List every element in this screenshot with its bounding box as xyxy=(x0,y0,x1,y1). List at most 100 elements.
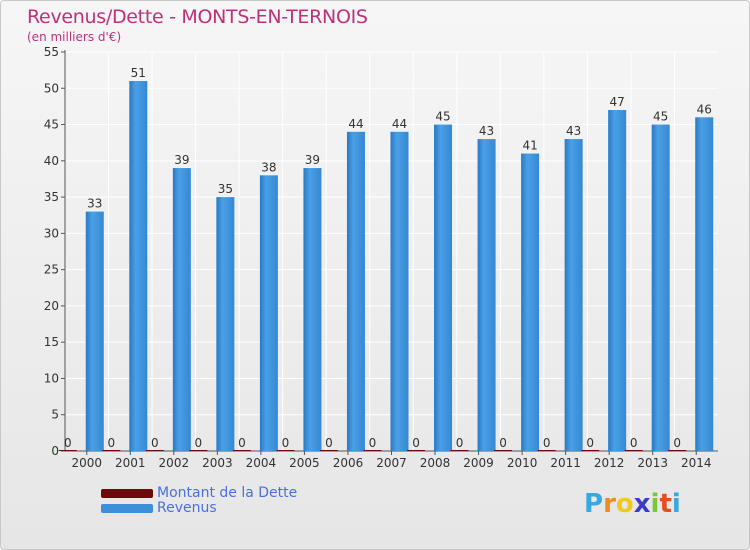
y-tick-label: 10 xyxy=(44,371,59,385)
data-labels: 0 33 0 51 0 39 0 35 0 38 0 39 0 44 0 44 0 45 0 43 0 41 0 43 0 47 0… xyxy=(64,66,712,450)
bar-revenus xyxy=(216,197,235,451)
y-tick-label: 55 xyxy=(44,45,59,59)
data-label-dette: 0 xyxy=(64,436,72,450)
y-tick-label: 30 xyxy=(44,226,59,240)
bar-dette xyxy=(494,450,513,451)
data-label-revenus: 44 xyxy=(392,117,407,131)
data-label-dette: 0 xyxy=(412,436,420,450)
data-label-revenus: 38 xyxy=(261,160,276,174)
bar-dette xyxy=(232,450,251,451)
y-tick-label: 50 xyxy=(44,81,59,95)
data-label-dette: 0 xyxy=(369,436,377,450)
data-label-revenus: 46 xyxy=(697,102,712,116)
logo-letter: o xyxy=(615,489,634,519)
bar-dette xyxy=(189,450,208,451)
proxiti-logo: Proxiti xyxy=(584,489,681,519)
data-label-revenus: 51 xyxy=(131,66,146,80)
bar-revenus xyxy=(608,110,627,451)
bar-revenus xyxy=(695,117,714,452)
logo-letter: P xyxy=(584,489,604,519)
bar-revenus xyxy=(303,168,322,451)
x-tick-label: 2006 xyxy=(333,456,364,470)
x-tick-label: 2012 xyxy=(594,456,625,470)
bar-revenus xyxy=(434,124,453,451)
data-label-revenus: 41 xyxy=(522,139,537,153)
y-tick-label: 45 xyxy=(44,118,59,132)
logo-letter: t xyxy=(659,489,672,519)
bar-dette xyxy=(624,450,643,451)
y-tick-label: 35 xyxy=(44,190,59,204)
y-tick-label: 15 xyxy=(44,335,59,349)
x-tick-label: 2002 xyxy=(159,456,190,470)
x-tick-label: 2010 xyxy=(507,456,538,470)
x-tick-label: 2007 xyxy=(376,456,407,470)
chart-subtitle: (en milliers d'€) xyxy=(27,30,122,44)
data-label-dette: 0 xyxy=(456,436,464,450)
bar-dette xyxy=(145,450,164,451)
data-label-revenus: 43 xyxy=(566,124,581,138)
data-label-revenus: 43 xyxy=(479,124,494,138)
data-label-revenus: 35 xyxy=(218,182,233,196)
bar-revenus xyxy=(564,139,583,451)
bar-revenus xyxy=(172,168,191,451)
data-label-revenus: 39 xyxy=(305,153,320,167)
logo-letter: r xyxy=(603,489,616,519)
data-label-dette: 0 xyxy=(586,436,594,450)
y-tick-label: 40 xyxy=(44,154,59,168)
bar-dette xyxy=(363,450,382,451)
x-tick-label: 2005 xyxy=(289,456,320,470)
x-tick-label: 2003 xyxy=(202,456,233,470)
bar-revenus xyxy=(390,131,409,452)
data-label-dette: 0 xyxy=(282,436,290,450)
bar-revenus xyxy=(521,153,540,451)
data-label-dette: 0 xyxy=(151,436,159,450)
data-label-dette: 0 xyxy=(543,436,551,450)
data-label-revenus: 39 xyxy=(174,153,189,167)
data-label-revenus: 47 xyxy=(610,95,625,109)
logo-letter: i xyxy=(671,489,681,519)
x-tick-label: 2014 xyxy=(681,456,712,470)
bar-dette xyxy=(407,450,426,451)
x-tick-label: 2011 xyxy=(550,456,581,470)
data-label-dette: 0 xyxy=(630,436,638,450)
legend-swatch-dette xyxy=(101,489,153,498)
chart-title: Revenus/Dette - MONTS-EN-TERNOIS xyxy=(27,6,368,28)
logo-letter: x xyxy=(633,489,651,519)
data-label-dette: 0 xyxy=(673,436,681,450)
bar-dette xyxy=(450,450,469,451)
bar-revenus xyxy=(85,211,104,451)
data-label-revenus: 45 xyxy=(653,110,668,124)
x-tick-label: 2004 xyxy=(246,456,277,470)
x-tick-label: 2001 xyxy=(115,456,146,470)
data-label-dette: 0 xyxy=(107,436,115,450)
bar-dette xyxy=(668,450,687,451)
bar-dette xyxy=(276,450,295,451)
bar-revenus xyxy=(651,124,670,451)
bar-revenus xyxy=(259,175,278,451)
data-label-dette: 0 xyxy=(325,436,333,450)
bar-revenus xyxy=(129,81,148,451)
x-tick-label: 2008 xyxy=(420,456,451,470)
bar-dette xyxy=(102,450,121,451)
bar-dette xyxy=(58,450,77,451)
bar-dette xyxy=(319,450,338,451)
data-label-dette: 0 xyxy=(238,436,246,450)
y-tick-label: 25 xyxy=(44,263,59,277)
data-label-revenus: 45 xyxy=(435,110,450,124)
bars xyxy=(58,81,714,452)
y-tick-label: 20 xyxy=(44,299,59,313)
legend-label-dette: Montant de la Dette xyxy=(157,485,298,501)
legend-swatch-revenus xyxy=(101,504,153,513)
x-tick-label: 2000 xyxy=(71,456,102,470)
bar-dette xyxy=(581,450,600,451)
data-label-dette: 0 xyxy=(195,436,203,450)
data-label-revenus: 33 xyxy=(87,197,102,211)
bar-revenus xyxy=(477,139,496,451)
data-label-dette: 0 xyxy=(499,436,507,450)
legend-label-revenus: Revenus xyxy=(157,500,217,516)
x-tick-label: 2013 xyxy=(637,456,668,470)
bar-revenus xyxy=(346,131,365,452)
y-tick-label: 0 xyxy=(51,444,59,458)
